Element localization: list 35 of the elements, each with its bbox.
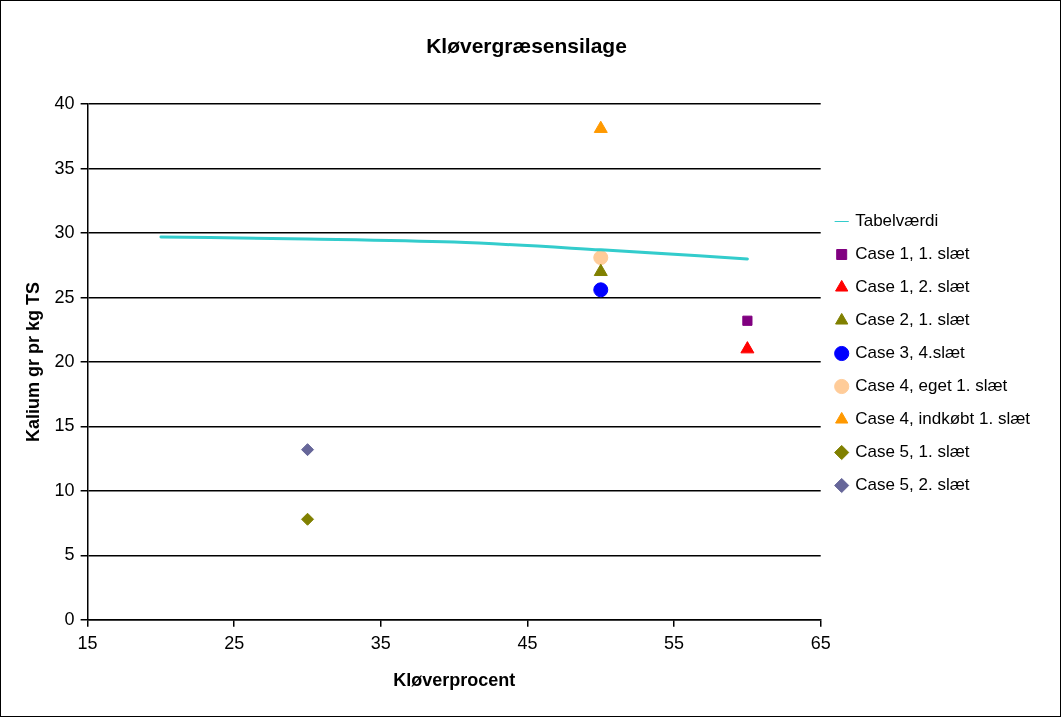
y-tick-label: 35 <box>54 157 75 178</box>
point <box>593 282 609 298</box>
x-axis-title: Kløverprocent <box>393 670 516 691</box>
y-tick-label: 40 <box>54 93 75 114</box>
legend-label: Case 1, 2. slæt <box>855 277 970 297</box>
y-tick-label: 10 <box>54 479 75 500</box>
y-tick-label: 0 <box>64 608 75 629</box>
chart-title: Kløvergræsensilage <box>426 34 627 58</box>
x-tick-label: 35 <box>370 632 391 653</box>
x-tick-label: 55 <box>664 632 685 653</box>
legend-label: Case 1, 1. slæt <box>855 244 970 264</box>
point <box>740 341 755 354</box>
legend-label: Case 5, 1. slæt <box>855 442 970 462</box>
legend-label: Case 5, 2. slæt <box>855 475 970 495</box>
y-axis-title: Kalium gr pr kg TS <box>22 281 43 443</box>
point <box>593 263 608 277</box>
x-tick-label: 15 <box>77 632 98 653</box>
legend-label: Case 4, indkøbt 1. slæt <box>855 409 1031 429</box>
x-tick-label: 45 <box>517 632 538 653</box>
y-tick-label: 15 <box>54 415 75 436</box>
point <box>593 250 609 266</box>
legend-label: Case 4, eget 1. slæt <box>855 376 1008 396</box>
y-tick-label: 20 <box>54 350 75 371</box>
legend-label: Tabelværdi <box>855 211 939 231</box>
legend-label: Case 3, 4.slæt <box>855 343 966 363</box>
x-tick-label: 65 <box>810 632 831 653</box>
x-tick-label: 25 <box>224 632 245 653</box>
y-tick-label: 25 <box>54 286 75 307</box>
point <box>593 120 608 133</box>
point <box>301 512 315 526</box>
legend-label: Case 2, 1. slæt <box>855 310 970 330</box>
point <box>301 443 315 457</box>
y-tick-label: 5 <box>64 544 75 565</box>
point <box>742 315 753 326</box>
y-tick-label: 30 <box>54 222 75 243</box>
